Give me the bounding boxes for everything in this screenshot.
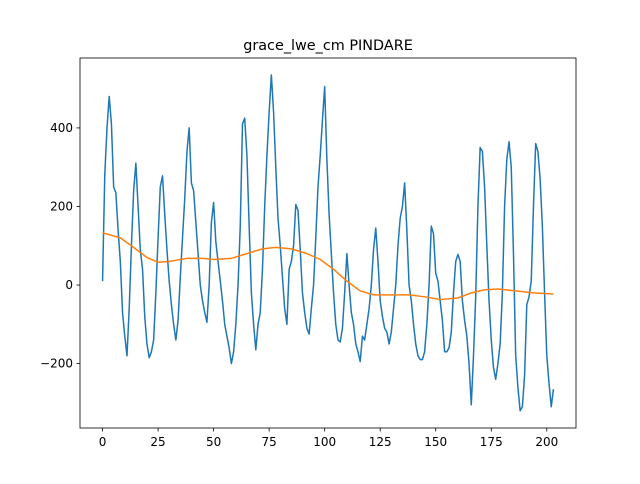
x-tick-label: 150 <box>424 435 447 449</box>
x-tick-label: 0 <box>99 435 107 449</box>
x-tick-label: 200 <box>535 435 558 449</box>
x-tick-label: 25 <box>150 435 165 449</box>
x-tick-label: 175 <box>480 435 503 449</box>
y-tick-label: 0 <box>65 278 73 292</box>
y-tick-label: 200 <box>50 199 73 213</box>
y-tick-label: 400 <box>50 121 73 135</box>
x-tick-label: 75 <box>261 435 276 449</box>
chart-title: grace_lwe_cm PINDARE <box>243 38 413 54</box>
line-series <box>101 74 555 412</box>
x-tick-label: 50 <box>206 435 221 449</box>
line-series <box>102 232 554 301</box>
x-tick-label: 125 <box>369 435 392 449</box>
plot-frame <box>79 57 577 429</box>
y-tick-label: −200 <box>40 357 73 371</box>
x-tick-label: 100 <box>313 435 336 449</box>
